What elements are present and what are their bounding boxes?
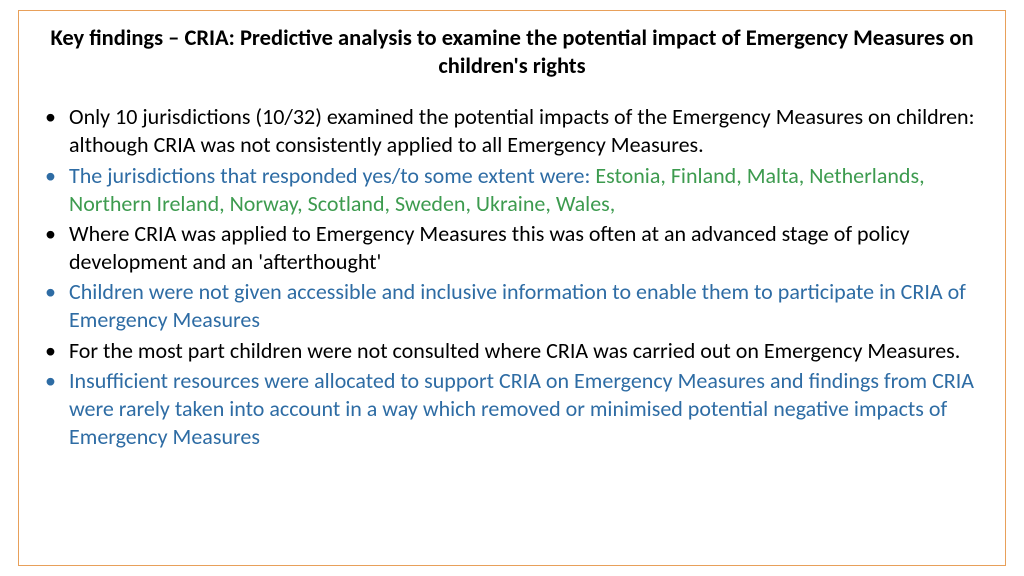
list-text-b: Measures bbox=[173, 306, 260, 333]
list-item: For the most part children were not cons… bbox=[41, 337, 983, 365]
list-item: Only 10 jurisdictions (10/32) examined t… bbox=[41, 103, 983, 159]
list-item: The jurisdictions that responded yes/to … bbox=[41, 162, 983, 218]
slide-title: Key findings – CRIA: Predictive analysis… bbox=[41, 25, 983, 81]
list-item: Insufficient resources were allocated to… bbox=[41, 367, 983, 451]
list-item: Where CRIA was applied to Emergency Meas… bbox=[41, 220, 983, 276]
content-frame: Key findings – CRIA: Predictive analysis… bbox=[18, 10, 1006, 566]
list-text-lead: The jurisdictions that responded yes/to … bbox=[69, 162, 595, 189]
findings-list: Only 10 jurisdictions (10/32) examined t… bbox=[41, 103, 983, 451]
list-item: Children were not given accessible and i… bbox=[41, 278, 983, 334]
